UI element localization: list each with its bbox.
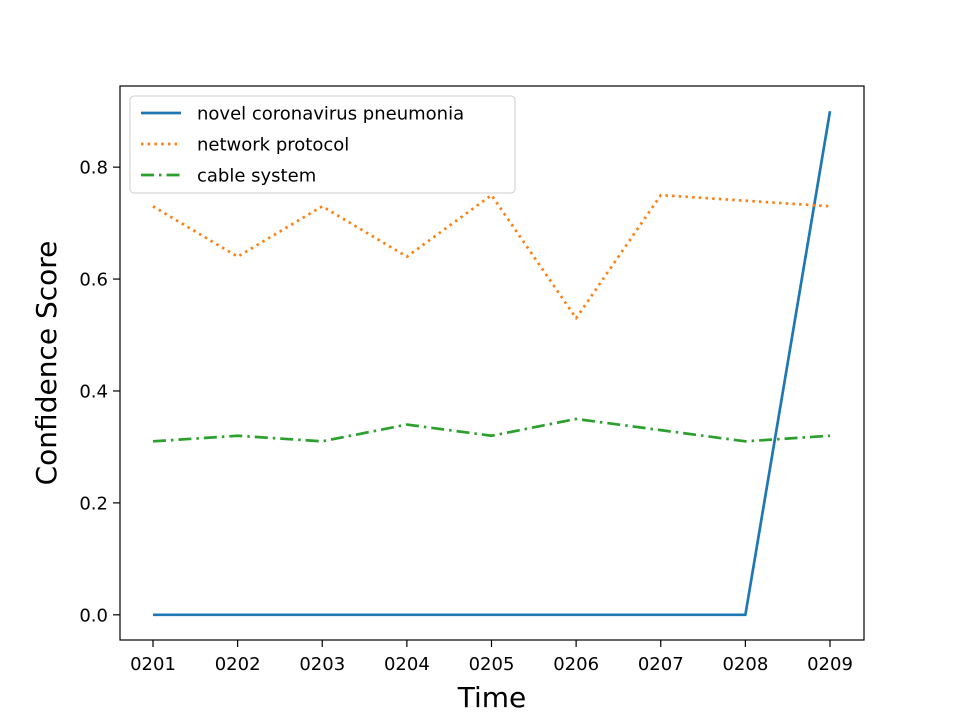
x-axis-ticks: 0201 0202 0203 0204 0205 0206 0207 0208 0209 bbox=[130, 640, 853, 675]
y-axis-label: Confidence Score bbox=[30, 241, 63, 486]
y-tick-label: 0.4 bbox=[79, 381, 108, 402]
legend-label-2: network protocol bbox=[197, 135, 349, 156]
x-tick-label: 0207 bbox=[638, 654, 684, 675]
plot-frame bbox=[119, 85, 865, 641]
x-tick-label: 0203 bbox=[299, 654, 345, 675]
x-tick-label: 0209 bbox=[807, 654, 853, 675]
legend-label-3: cable system bbox=[197, 166, 316, 187]
x-tick-label: 0204 bbox=[384, 654, 430, 675]
legend-frame bbox=[129, 95, 516, 194]
x-tick-label: 0201 bbox=[130, 654, 176, 675]
legend-items: novel coronavirus pneumonia network proto… bbox=[141, 104, 464, 187]
x-axis-label: Time bbox=[457, 681, 527, 714]
series-layer bbox=[152, 110, 832, 617]
legend: novel coronavirus pneumonia network proto… bbox=[129, 95, 516, 194]
x-tick-label: 0208 bbox=[722, 654, 768, 675]
x-tick-label: 0206 bbox=[553, 654, 599, 675]
x-tick-label: 0205 bbox=[469, 654, 515, 675]
y-tick-label: 0.8 bbox=[79, 158, 108, 179]
legend-label-1: novel coronavirus pneumonia bbox=[197, 104, 464, 125]
y-tick-label: 0.2 bbox=[79, 493, 108, 514]
x-tick-label: 0202 bbox=[215, 654, 261, 675]
y-tick-label: 0.0 bbox=[79, 605, 108, 626]
y-tick-label: 0.6 bbox=[79, 270, 108, 291]
y-axis-ticks: 0.0 0.2 0.4 0.6 0.8 bbox=[79, 158, 120, 626]
series-line-1 bbox=[153, 110, 832, 617]
series-line-3 bbox=[152, 417, 831, 443]
